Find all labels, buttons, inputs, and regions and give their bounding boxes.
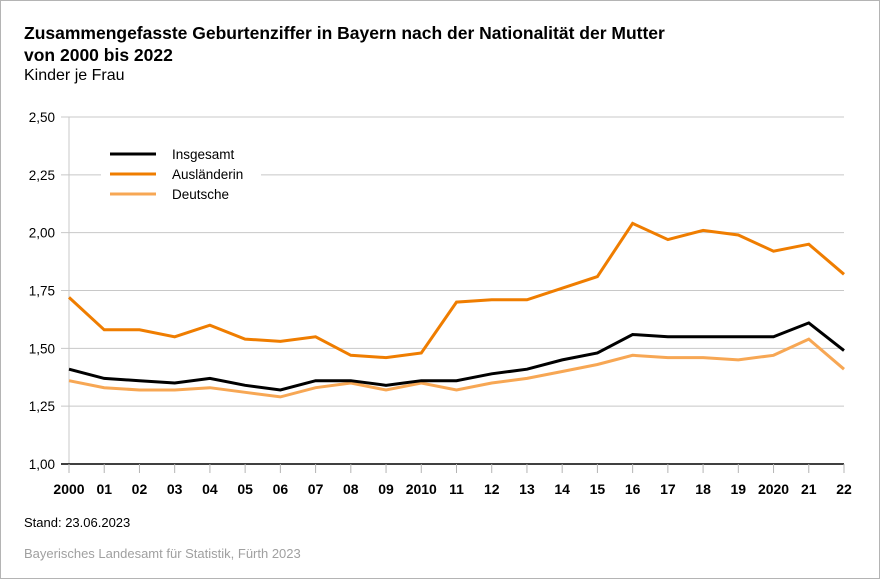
source-credit: Bayerisches Landesamt für Statistik, Für… [24, 546, 301, 561]
legend-label: Ausländerin [172, 167, 243, 182]
x-tick-label: 2010 [406, 481, 437, 497]
y-tick-label: 1,75 [29, 284, 55, 299]
x-tick-label: 18 [695, 481, 711, 497]
x-tick-label: 16 [625, 481, 641, 497]
x-tick-label: 17 [660, 481, 676, 497]
x-axis: 2000 01 02 03 04 05 06 07 08 09 2010 11 12 13 14 15 16 17… [53, 463, 852, 497]
y-tick-label: 2,25 [29, 168, 55, 183]
y-axis: 1,00 1,25 1,50 1,75 2,00 2,25 2,50 [29, 110, 55, 472]
stand-date: Stand: 23.06.2023 [24, 515, 131, 530]
legend-label: Deutsche [172, 187, 229, 202]
y-tick-label: 1,25 [29, 399, 55, 414]
x-tick-label: 09 [378, 481, 394, 497]
chart-title: Zusammengefasste Geburtenziffer in Bayer… [24, 22, 864, 66]
y-tick-label: 2,00 [29, 226, 55, 241]
x-tick-label: 06 [273, 481, 289, 497]
y-tick-label: 2,50 [29, 110, 55, 125]
legend-bg [101, 146, 261, 162]
x-tick-label: 12 [484, 481, 500, 497]
legend: Insgesamt Ausländerin Deutsche [101, 146, 261, 202]
legend-bg [101, 166, 261, 182]
x-tick-label: 21 [801, 481, 817, 497]
series-line-deutsche [68, 337, 845, 399]
chart-title-line1: Zusammengefasste Geburtenziffer in Bayer… [24, 23, 665, 43]
y-tick-label: 1,00 [29, 457, 55, 472]
y-tick-label: 1,50 [29, 341, 55, 356]
x-tick-label: 05 [237, 481, 253, 497]
legend-bg [101, 186, 261, 202]
x-tick-label: 02 [132, 481, 148, 497]
chart-subtitle: Kinder je Frau [24, 67, 125, 84]
x-tick-label: 03 [167, 481, 183, 497]
x-tick-label: 01 [96, 481, 112, 497]
x-tick-label: 14 [554, 481, 570, 497]
x-tick-label: 08 [343, 481, 359, 497]
x-tick-label: 15 [590, 481, 606, 497]
x-tick-label: 19 [731, 481, 747, 497]
x-tick-label: 11 [449, 481, 464, 497]
series-line-insgesamt [68, 321, 845, 392]
series-lines [67, 221, 845, 399]
x-tick-label: 04 [202, 481, 218, 497]
x-tick-label: 2000 [53, 481, 84, 497]
x-tick-label: 22 [836, 481, 852, 497]
series-line-auslnderin [67, 221, 845, 360]
x-tick-label: 07 [308, 481, 324, 497]
x-tick-label: 13 [519, 481, 535, 497]
x-tick-label: 2020 [758, 481, 789, 497]
chart-title-line2: von 2000 bis 2022 [24, 45, 173, 65]
legend-label: Insgesamt [172, 147, 235, 162]
